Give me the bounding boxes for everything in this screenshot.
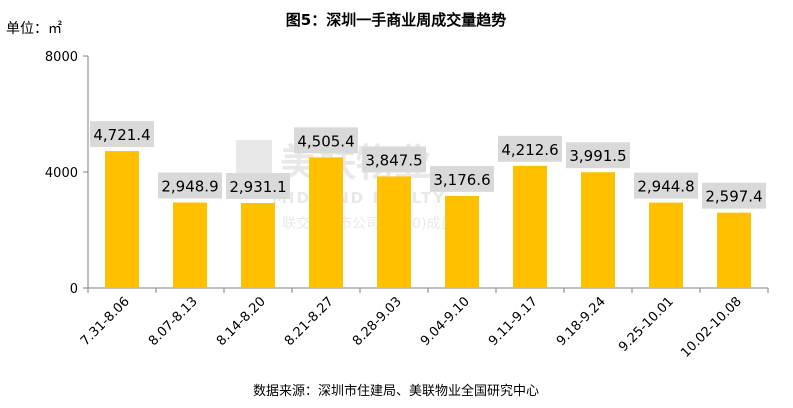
data-label: 2,931.1 <box>229 178 286 196</box>
data-label-box <box>702 182 766 209</box>
watermark-logo <box>236 140 272 174</box>
x-tick-label: 9.18-9.24 <box>554 294 609 349</box>
data-label: 2,948.9 <box>161 177 218 195</box>
bar <box>581 172 615 288</box>
bar <box>445 195 479 288</box>
x-tick-label: 8.14-8.20 <box>214 294 269 349</box>
data-label-box <box>566 142 630 169</box>
data-label-box <box>634 172 698 199</box>
unit-label: 单位：㎡ <box>6 21 62 37</box>
x-tick-label: 7.31-8.06 <box>78 294 133 349</box>
bar <box>241 202 275 288</box>
x-tick-label: 9.11-9.17 <box>486 294 541 349</box>
source-note: 数据来源：深圳市住建局、美联物业全国研究中心 <box>253 383 539 399</box>
x-tick-label: 10.02-10.08 <box>678 294 745 361</box>
bars <box>105 151 751 288</box>
data-label: 3,847.5 <box>365 151 422 169</box>
y-ticks: 0 4000 8000 <box>45 50 88 297</box>
data-labels: 4,721.4 2,948.9 2,931.1 4,505.4 3,847.5 3,176… <box>90 121 766 209</box>
data-label: 3,176.6 <box>433 171 490 189</box>
bar <box>513 165 547 288</box>
data-label: 4,212.6 <box>501 141 558 159</box>
bar <box>173 202 207 288</box>
data-label-box <box>294 127 358 154</box>
x-tick-label: 8.28-9.03 <box>350 294 405 349</box>
watermark-text: 联交所上市公司(1200)成员 <box>282 215 455 232</box>
data-label-box <box>498 135 562 162</box>
data-label: 4,721.4 <box>93 126 150 144</box>
data-label: 2,944.8 <box>637 178 694 196</box>
data-label-box <box>226 172 290 199</box>
chart-title: 图5：深圳一手商业周成交量趋势 <box>286 11 506 29</box>
x-categories: 7.31-8.06 8.07-8.13 8.14-8.20 8.21-8.27 8.28… <box>78 288 769 361</box>
y-tick-label: 4000 <box>45 166 78 181</box>
data-label: 4,505.4 <box>297 132 354 150</box>
bar <box>649 202 683 288</box>
x-tick-label: 8.07-8.13 <box>146 294 201 349</box>
data-label-box <box>362 146 426 173</box>
bar <box>717 212 751 288</box>
y-tick-label: 0 <box>70 282 78 297</box>
bar <box>377 176 411 288</box>
x-tick-label: 9.25-10.01 <box>616 294 677 355</box>
x-tick-label: 9.04-9.10 <box>418 294 473 349</box>
x-tick-label: 8.21-8.27 <box>282 294 337 349</box>
bar <box>105 151 139 288</box>
data-label: 3,991.5 <box>569 147 626 165</box>
watermark-text: MIDLAND REALTY <box>272 189 446 207</box>
data-label-box <box>430 165 494 192</box>
y-tick-label: 8000 <box>45 50 78 65</box>
bar <box>309 157 343 288</box>
data-label-box <box>158 172 222 199</box>
data-label-box <box>90 121 154 148</box>
data-label: 2,597.4 <box>705 188 762 206</box>
